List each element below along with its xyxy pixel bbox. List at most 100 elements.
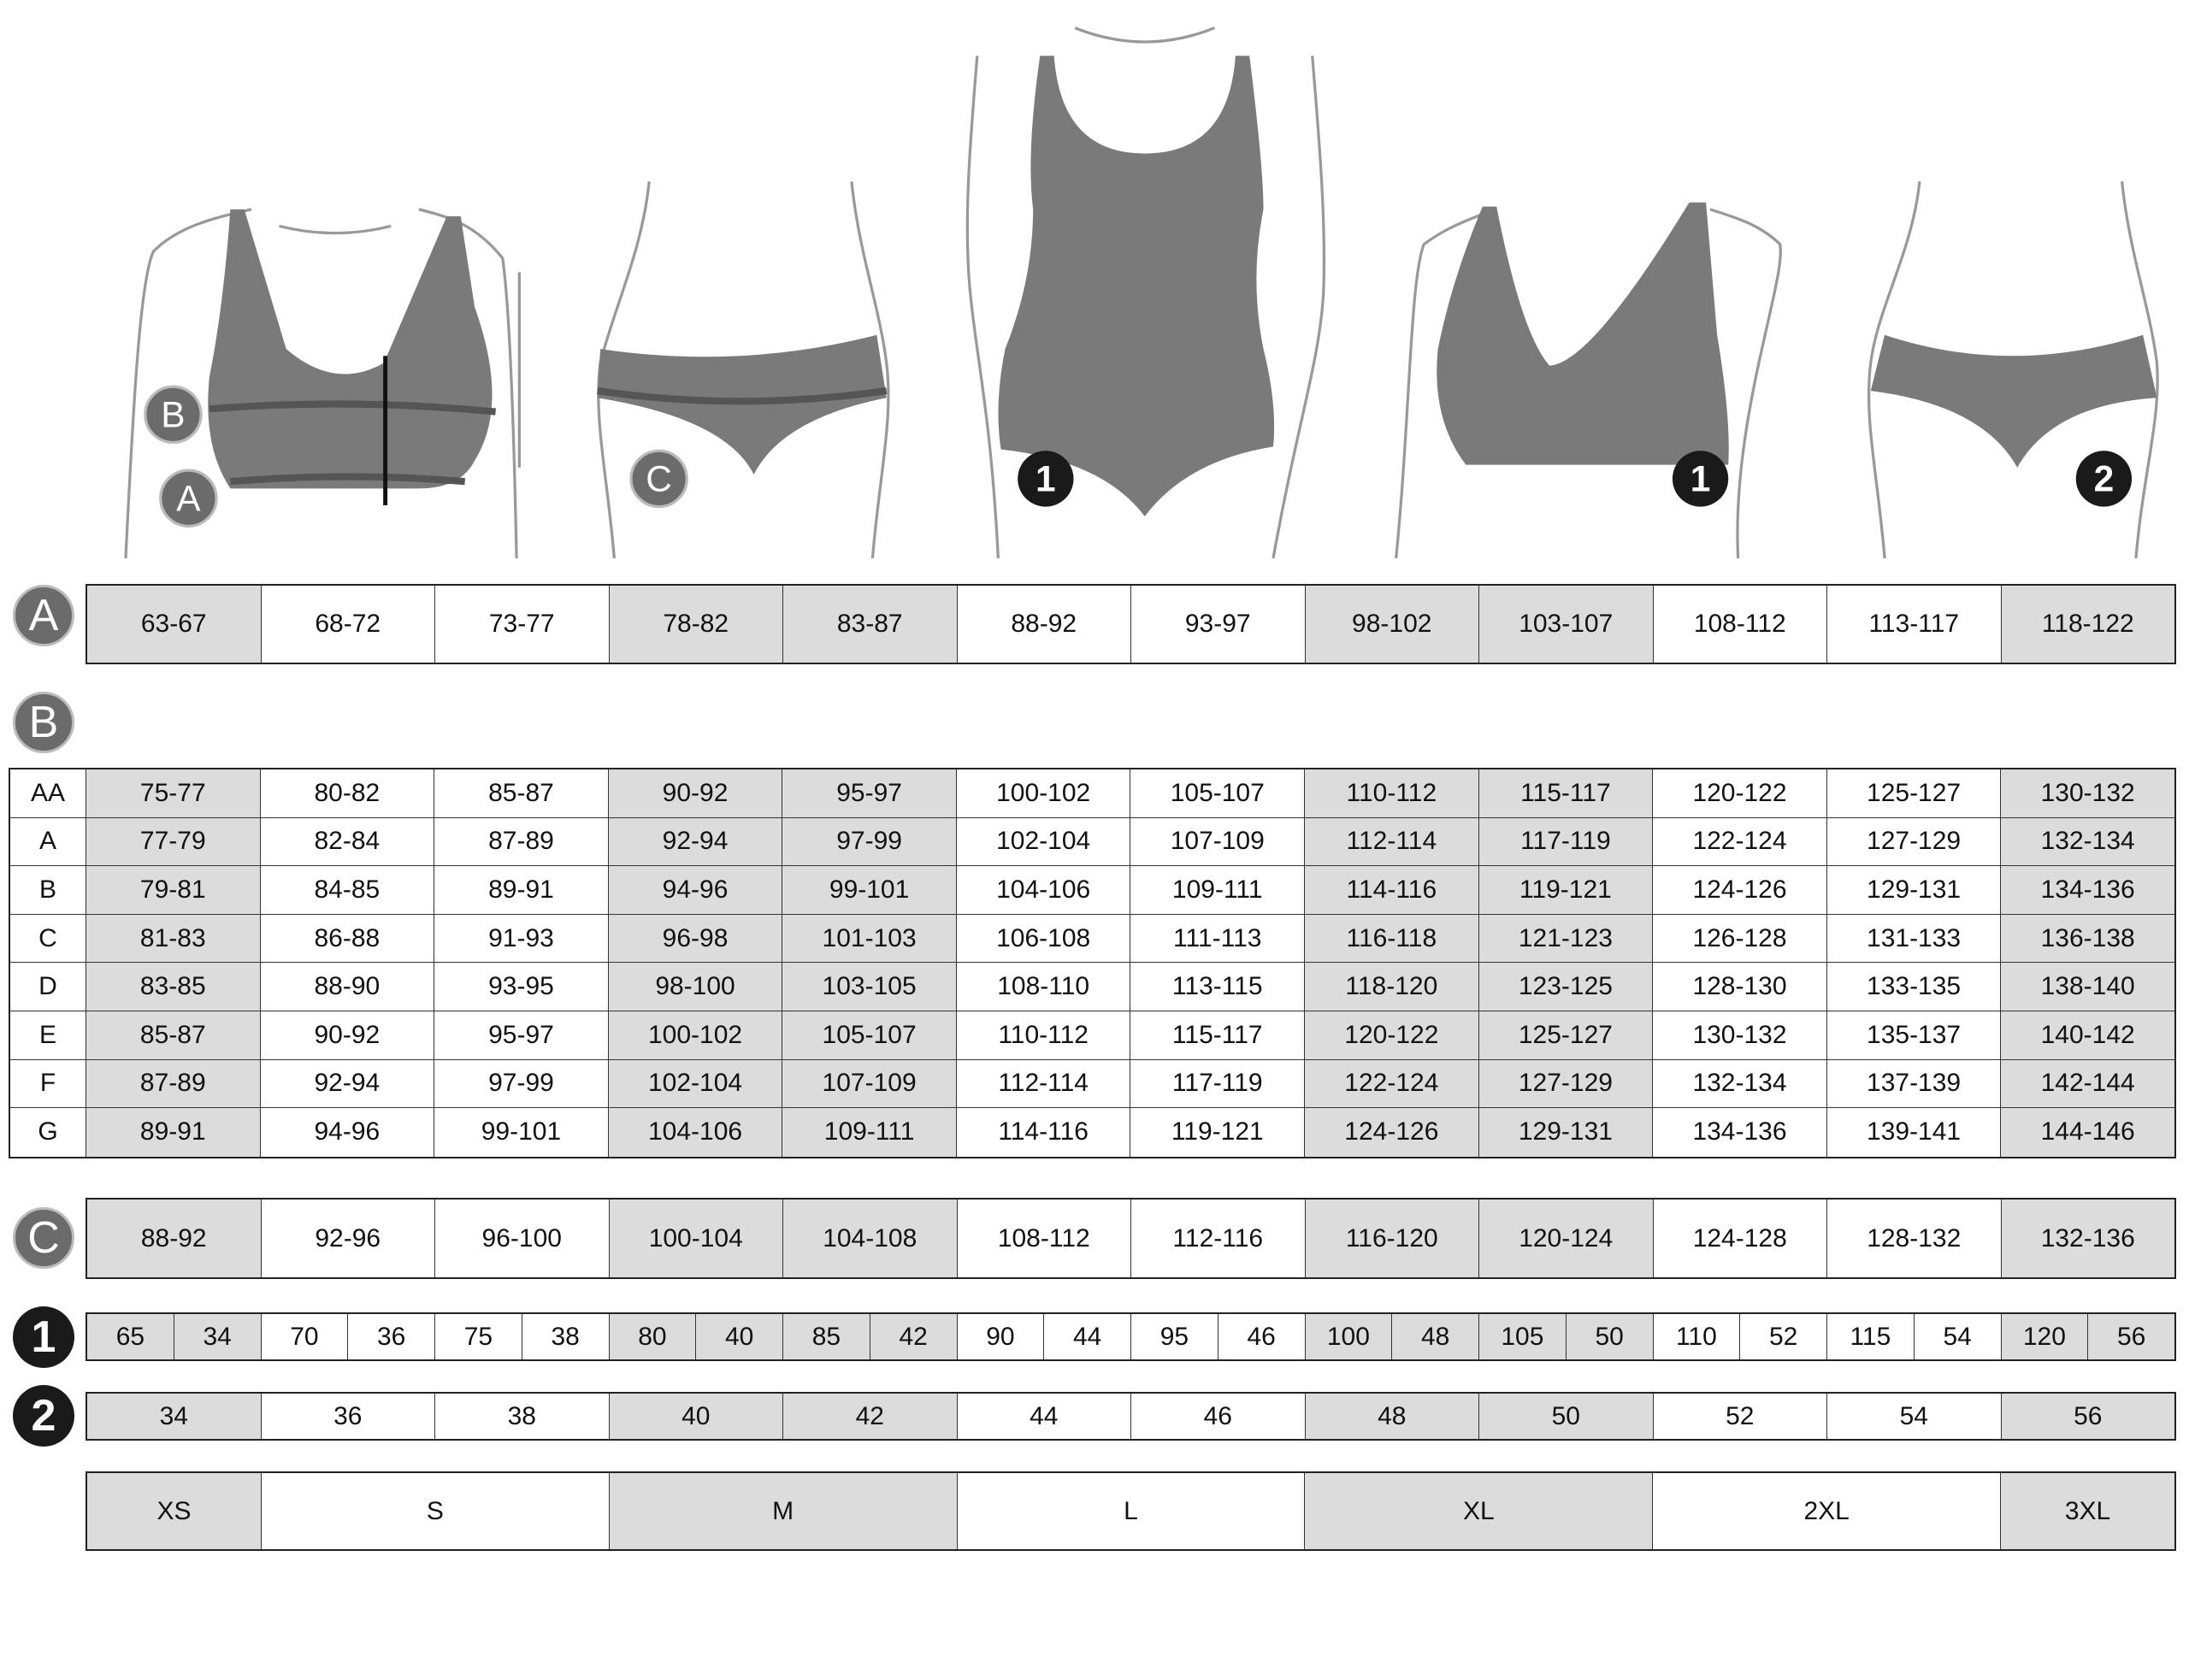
table-cell: 91-93 xyxy=(434,914,609,963)
table-cell: 132-136 xyxy=(2001,1200,2174,1277)
size-pair: 70 36 xyxy=(262,1314,435,1359)
bra-garment xyxy=(208,209,493,489)
table-cell: 118-120 xyxy=(1305,963,1479,1011)
table-row: C 81-83 86-88 91-93 96-98 101-103 106-108 111-1… xyxy=(10,914,2174,964)
table-cell: 87-89 xyxy=(434,817,609,866)
table-cell: 38 xyxy=(551,1322,580,1351)
table-cell: 103-105 xyxy=(782,963,957,1011)
table-cell: 52 xyxy=(1654,1394,1827,1439)
table-cell: 130-132 xyxy=(2001,769,2174,817)
table-cell: 132-134 xyxy=(2001,817,2174,866)
measurement-illustrations: B A C 1 1 2 xyxy=(124,27,2159,558)
cup-label: D xyxy=(10,963,86,1011)
cup-label: A xyxy=(10,817,86,866)
size-pair: 80 40 xyxy=(609,1314,783,1359)
table-cell: 105-107 xyxy=(782,1011,957,1059)
table-cell: 40 xyxy=(609,1394,783,1439)
table-cell: 86-88 xyxy=(261,914,435,963)
table-cell: 109-111 xyxy=(1130,866,1306,914)
table-cell: 134-136 xyxy=(2001,866,2174,914)
table-cell: 123-125 xyxy=(1478,963,1654,1011)
size-label: L xyxy=(958,1473,1306,1549)
table-cell: 97-99 xyxy=(782,817,957,866)
table-cell: 108-112 xyxy=(958,1200,1131,1277)
table-cell: 134-136 xyxy=(1653,1108,1827,1157)
table-cell: 34 xyxy=(87,1394,262,1439)
table-cell: 100-102 xyxy=(608,1011,783,1059)
table-cell: 109-111 xyxy=(782,1108,957,1157)
badge-1: 1 xyxy=(13,1306,74,1368)
table-cell: 88-92 xyxy=(958,586,1131,663)
table-cell: 132-134 xyxy=(1653,1059,1827,1108)
table-cell: 44 xyxy=(1072,1322,1102,1351)
table-cell: 112-116 xyxy=(1131,1200,1306,1277)
table-cell: 54 xyxy=(1827,1394,2002,1439)
table-cell: 93-97 xyxy=(1131,586,1306,663)
table-cell: 92-96 xyxy=(262,1200,435,1277)
table-cell: 92-94 xyxy=(608,817,783,866)
table-cell: 105 xyxy=(1479,1314,1567,1359)
table-cell: 115-117 xyxy=(1478,769,1654,817)
table-cell: 113-115 xyxy=(1130,963,1306,1011)
table-cell: 119-121 xyxy=(1478,866,1654,914)
table-cell: 70 xyxy=(262,1314,349,1359)
table-cell: 124-126 xyxy=(1305,1108,1479,1157)
table-cell: 95 xyxy=(1131,1314,1218,1359)
briefs-garment-2 xyxy=(1870,334,2157,468)
illus-badge-b: B xyxy=(161,395,185,435)
table-cell: 114-116 xyxy=(1305,866,1479,914)
table-cell: 112-114 xyxy=(957,1059,1131,1108)
table-cell: 110-112 xyxy=(1305,769,1479,817)
badge-b: B xyxy=(13,692,74,753)
table-cell: 144-146 xyxy=(2001,1108,2174,1157)
table-cell: 138-140 xyxy=(2001,963,2174,1011)
table-cell: 90-92 xyxy=(261,1011,435,1059)
table-cell: 95-97 xyxy=(782,769,957,817)
row-1-sizes: 65 34 70 36 75 38 80 40 85 42 90 44 95 46 100 48 105 50 11… xyxy=(86,1312,2176,1361)
badge-2: 2 xyxy=(13,1385,74,1447)
badge-a: A xyxy=(13,585,74,646)
table-cell: 85 xyxy=(783,1314,870,1359)
table-cell: 114-116 xyxy=(957,1108,1131,1157)
table-cell: 125-127 xyxy=(1827,769,2002,817)
table-cell: 96-98 xyxy=(608,914,783,963)
table-row: D 83-85 88-90 93-95 98-100 103-105 108-110 113-… xyxy=(10,963,2174,1011)
table-cell: 140-142 xyxy=(2001,1011,2174,1059)
cup-label: AA xyxy=(10,769,86,817)
table-row: G 89-91 94-96 99-101 104-106 109-111 114-116 11… xyxy=(10,1108,2174,1157)
table-cell: 65 xyxy=(87,1314,174,1359)
table-cell: 115-117 xyxy=(1130,1011,1306,1059)
table-cell: 122-124 xyxy=(1305,1059,1479,1108)
table-cell: 133-135 xyxy=(1827,963,2002,1011)
size-pair: 65 34 xyxy=(87,1314,262,1359)
table-cell: 120-124 xyxy=(1479,1200,1654,1277)
table-cell: 75 xyxy=(435,1314,522,1359)
size-pair: 75 38 xyxy=(435,1314,610,1359)
table-cell: 77-79 xyxy=(86,817,261,866)
table-cell: 130-132 xyxy=(1653,1011,1827,1059)
table-cell: 105-107 xyxy=(1130,769,1306,817)
cup-label: B xyxy=(10,866,86,914)
table-cell: 127-129 xyxy=(1478,1059,1654,1108)
table-cell: 108-110 xyxy=(957,963,1131,1011)
table-cell: 50 xyxy=(1595,1322,1624,1351)
table-cell: 52 xyxy=(1768,1322,1798,1351)
table-cell: 129-131 xyxy=(1478,1108,1654,1157)
table-cell: 42 xyxy=(899,1322,928,1351)
table-cell: 98-100 xyxy=(608,963,783,1011)
table-row: F 87-89 92-94 97-99 102-104 107-109 112-114 117… xyxy=(10,1059,2174,1109)
table-cell: 104-106 xyxy=(957,866,1131,914)
table-cell: 136-138 xyxy=(2001,914,2174,963)
table-cell: 124-126 xyxy=(1653,866,1827,914)
table-cell: 84-85 xyxy=(261,866,435,914)
table-cell: 93-95 xyxy=(434,963,609,1011)
row-2-sizes: 34 36 38 40 42 44 46 48 50 52 54 56 xyxy=(86,1392,2176,1441)
table-cell: 88-90 xyxy=(261,963,435,1011)
table-cell: 68-72 xyxy=(262,586,435,663)
size-label: XS xyxy=(87,1473,262,1549)
size-pair: 110 52 xyxy=(1654,1314,1827,1359)
bra-garment-2 xyxy=(1437,202,1729,465)
table-cell: 120 xyxy=(2002,1314,2089,1359)
size-pair: 115 54 xyxy=(1827,1314,2002,1359)
size-label: XL xyxy=(1305,1473,1654,1549)
